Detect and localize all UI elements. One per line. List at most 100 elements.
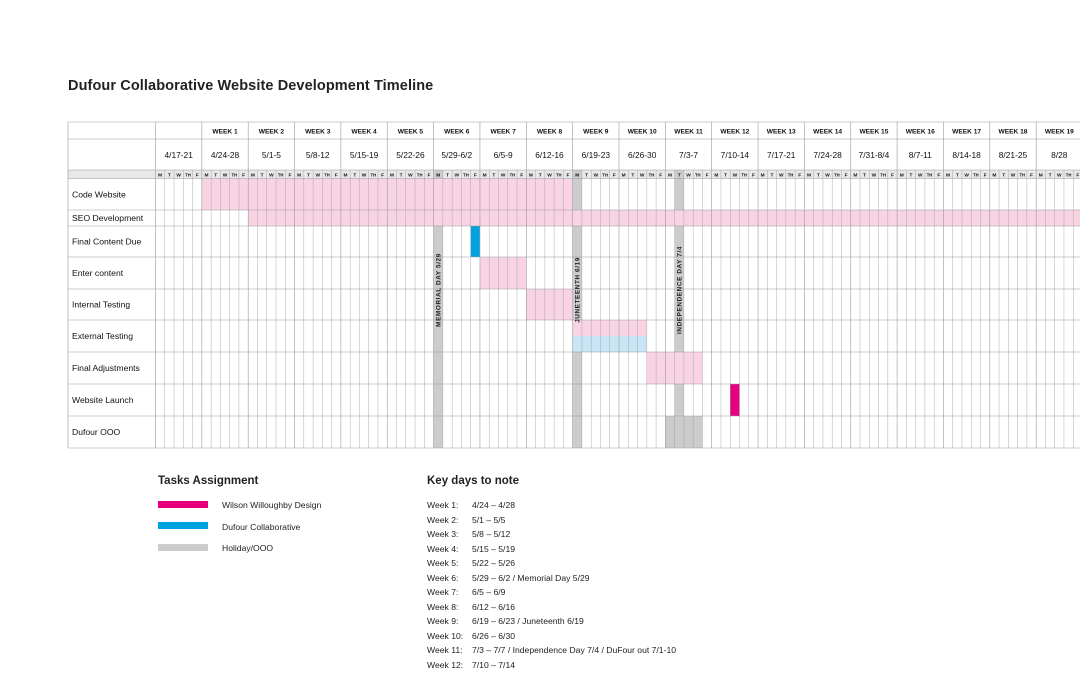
task-label: External Testing [72,331,133,341]
legend-swatch-holiday [158,544,208,551]
week-label: WEEK 16 [906,129,935,136]
day-label: TH [556,172,562,177]
day-label: F [937,172,940,178]
key-day-week: Week 11: [427,645,463,655]
task-label: Enter content [72,268,124,278]
week-label: WEEK 1 [212,129,238,136]
task-label: Website Launch [72,395,134,405]
day-label: TH [185,172,191,177]
day-label: T [678,172,681,178]
day-label: W [779,172,784,178]
key-day-week: Week 5: [427,558,459,568]
day-label: W [1011,172,1016,178]
day-label: T [817,172,820,178]
day-label: M [575,172,579,178]
day-label: W [223,172,228,178]
day-label: M [390,172,394,178]
day-label: W [501,172,506,178]
gantt-chart: WEEK 1 WEEK 2 WEEK 3 WEEK 4 WEEK 5 WEEK 6 WEEK… [67,121,1080,449]
day-label: W [872,172,877,178]
day-label: M [946,172,950,178]
day-label: M [529,172,533,178]
holiday-label: MEMORIAL DAY 5/29 [435,253,442,327]
date-range-label: 7/10-14 [721,150,750,160]
day-label: TH [1019,172,1025,177]
day-label: TH [741,172,747,177]
day-label: F [706,172,709,178]
day-label: T [631,172,634,178]
day-label: W [547,172,552,178]
day-label: F [520,172,523,178]
date-range-label: 6/19-23 [582,150,611,160]
day-label: F [288,172,291,178]
week-label: WEEK 13 [767,129,796,136]
day-label: W [686,172,691,178]
day-label: M [668,172,672,178]
week-label: WEEK 19 [1045,129,1074,136]
day-label: W [640,172,645,178]
holiday-column [674,170,684,448]
key-days-title: Key days to note [427,475,520,487]
task-bar-final-content-due [470,226,480,257]
date-range-label: 4/17-21 [164,150,193,160]
week-label: WEEK 12 [720,129,749,136]
day-label: TH [649,172,655,177]
day-label: F [891,172,894,178]
task-label: Dufour OOO [72,427,121,437]
holiday-column [433,170,443,448]
day-label: F [798,172,801,178]
date-range-label: 8/7-11 [909,150,932,160]
date-range-label: 6/12-16 [535,150,564,160]
day-label: M [761,172,765,178]
week-label: WEEK 7 [490,129,516,136]
week-label: WEEK 18 [998,129,1027,136]
key-day-week: Week 12: [427,659,464,670]
day-label: W [455,172,460,178]
day-label: T [492,172,495,178]
week-label: WEEK 5 [398,129,424,136]
key-day-week: Week 6: [427,572,459,583]
holiday-column [572,170,582,448]
task-label: SEO Development [72,213,144,223]
day-label: M [1039,172,1043,178]
key-day-week: Week 1: [427,500,459,510]
task-label: Code Website [72,189,126,199]
day-label: T [1002,172,1005,178]
date-range-label: 5/8-12 [306,150,330,160]
day-label: TH [602,172,608,177]
day-label: F [196,172,199,178]
page-title: Dufour Collaborative Website Development… [68,78,434,94]
day-label: M [992,172,996,178]
week-label: WEEK 15 [859,129,888,136]
key-day-range: 5/22 – 5/26 [472,558,516,568]
day-label: TH [231,172,237,177]
key-day-range: 6/19 – 6/23 / Juneteenth 6/19 [472,616,584,626]
week-label: WEEK 14 [813,129,842,136]
week-label: WEEK 9 [583,129,609,136]
day-label: W [269,172,274,178]
day-label: F [474,172,477,178]
key-day-range: 7/3 – 7/7 / Independence Day 7/4 / DuFou… [472,645,677,655]
date-range-label: 4/24-28 [211,150,240,160]
task-bar-enter-content [479,257,527,289]
week-label: WEEK 2 [259,129,285,136]
day-label: W [918,172,923,178]
day-label: T [910,172,913,178]
day-label: M [436,172,440,178]
day-label: TH [880,172,886,177]
day-label: TH [278,172,284,177]
day-label: T [400,172,403,178]
key-day-week: Week 2: [427,514,459,525]
day-label: F [567,172,570,178]
key-day-week: Week 3: [427,529,459,539]
legend-title: Tasks Assignment [158,475,259,487]
day-label: W [176,172,181,178]
day-label: TH [788,172,794,177]
task-bar-seo-development [248,210,1080,226]
day-label: TH [927,172,933,177]
day-label: M [483,172,487,178]
week-label: WEEK 4 [351,129,377,136]
day-label: M [807,172,811,178]
day-label: F [613,172,616,178]
day-label: T [770,172,773,178]
